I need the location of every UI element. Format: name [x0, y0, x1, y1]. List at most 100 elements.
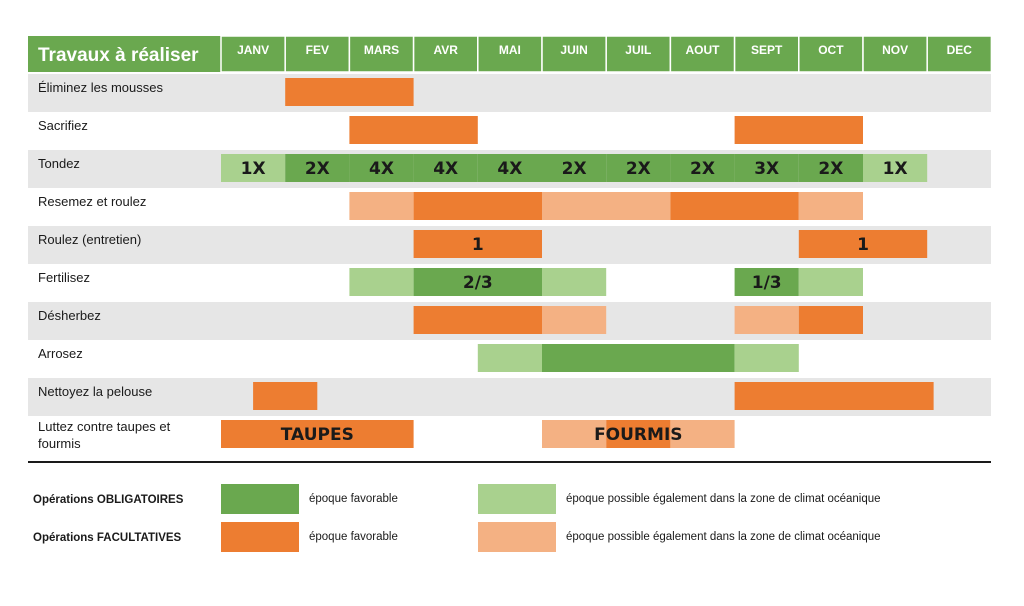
- task-row-label: Fertilisez: [38, 270, 90, 285]
- legend-swatch-favorable: [221, 522, 299, 552]
- month-header-label: FEV: [306, 43, 329, 57]
- legend-possible-label: époque possible également dans la zone d…: [566, 531, 881, 543]
- legend-swatch-favorable: [221, 484, 299, 514]
- period-bar-facultative-favorable: [734, 116, 863, 144]
- month-header-label: SEPT: [751, 43, 783, 57]
- period-bar-facultative-favorable: [734, 382, 934, 410]
- legend-group: Opérations FACULTATIVES époque favorable é…: [33, 522, 881, 552]
- period-bar-facultative-possible: [542, 192, 671, 220]
- period-bar-facultative-favorable: [413, 230, 542, 258]
- task-rows: Éliminez les mousses Sacrifiez Tondez 1X 2X 4…: [28, 74, 991, 454]
- period-bar-facultative-possible: [670, 420, 735, 448]
- period-bar-label: 2/3: [463, 273, 493, 293]
- task-row: Roulez (entretien) 1 1: [28, 226, 991, 264]
- task-row-label: Roulez (entretien): [38, 232, 141, 247]
- task-row-label: Luttez contre taupes et: [38, 419, 171, 434]
- month-header-label: MARS: [364, 43, 399, 57]
- period-bar-label: 4X: [369, 159, 394, 179]
- period-bar-facultative-favorable: [798, 230, 928, 258]
- period-bar-facultative-favorable: [413, 192, 542, 220]
- task-row: Arrosez: [28, 340, 991, 378]
- legend-group-label: Opérations OBLIGATOIRES: [33, 494, 184, 506]
- period-bar-obligatoire-favorable: [606, 154, 671, 182]
- period-bar-label: 3X: [754, 159, 779, 179]
- task-row-label: Arrosez: [38, 346, 83, 361]
- month-header-label: JUIL: [625, 43, 651, 57]
- task-row-label: Sacrifiez: [38, 118, 88, 133]
- period-bar-obligatoire-possible: [349, 268, 414, 296]
- task-row-background: [28, 416, 991, 454]
- task-row: Fertilisez 2/3 1/3: [28, 264, 991, 302]
- period-bar-label: 4X: [497, 159, 522, 179]
- legend-group-label: Opérations FACULTATIVES: [33, 532, 182, 544]
- month-header-label: NOV: [882, 43, 908, 57]
- period-bar-facultative-favorable: [606, 420, 671, 448]
- month-header-label: JANV: [237, 43, 269, 57]
- task-row-label: Éliminez les mousses: [38, 80, 163, 95]
- period-bar-facultative-favorable: [221, 420, 414, 448]
- task-row-label: Désherbez: [38, 308, 101, 323]
- legend: Opérations OBLIGATOIRES époque favorable é…: [33, 484, 881, 552]
- period-bar-obligatoire-favorable: [413, 268, 542, 296]
- month-header-label: DEC: [947, 43, 973, 57]
- period-bar-facultative-favorable: [670, 192, 799, 220]
- period-bar-label: 2X: [305, 159, 330, 179]
- period-bar-facultative-favorable: [798, 306, 863, 334]
- period-bar-facultative-possible: [734, 306, 799, 334]
- header: Travaux à réaliser JANV FEV MARS AVR MAI JUIN…: [28, 35, 993, 73]
- period-bar-label: FOURMIS: [594, 425, 682, 445]
- task-row: Tondez 1X 2X 4X 4X 4X 2X 2X 2X 3X 2X 1X: [28, 150, 991, 188]
- period-bar-label: 2X: [690, 159, 715, 179]
- legend-swatch-possible: [478, 484, 556, 514]
- period-bar-obligatoire-favorable: [542, 344, 735, 372]
- period-bar-label: 1X: [883, 159, 908, 179]
- month-header-cell-mai: [477, 35, 543, 73]
- period-bar-label: 2X: [562, 159, 587, 179]
- task-row-label: Tondez: [38, 156, 80, 171]
- month-header-cell-avr: [412, 35, 479, 73]
- period-bar-label: 4X: [433, 159, 458, 179]
- month-header-cell-nov: [862, 35, 928, 73]
- period-bar-label: 2X: [818, 159, 843, 179]
- month-header-label: MAI: [499, 43, 521, 57]
- task-row: Sacrifiez: [28, 112, 991, 150]
- period-bar-label: TAUPES: [281, 425, 354, 445]
- task-row: Luttez contre taupes et fourmis TAUPES FOUR…: [28, 416, 991, 454]
- legend-favorable-label: époque favorable: [309, 493, 398, 505]
- task-row: Resemez et roulez: [28, 188, 991, 226]
- task-row-background: [28, 74, 991, 112]
- header-title-background: [28, 36, 221, 72]
- period-bar-facultative-possible: [542, 420, 607, 448]
- period-bar-label: 1/3: [752, 273, 782, 293]
- month-header-label: AOUT: [686, 43, 721, 57]
- period-bar-label: 2X: [626, 159, 651, 179]
- period-bar-obligatoire-possible: [221, 154, 286, 182]
- period-bar-label: 1X: [241, 159, 266, 179]
- task-row-label: Resemez et roulez: [38, 194, 146, 209]
- period-bar-obligatoire-favorable: [413, 154, 478, 182]
- legend-possible-label: époque possible également dans la zone d…: [566, 493, 881, 505]
- period-bar-obligatoire-favorable: [798, 154, 863, 182]
- task-row: Nettoyez la pelouse: [28, 378, 991, 416]
- month-header-cell-dec: [926, 35, 993, 73]
- task-row: Désherbez: [28, 302, 991, 340]
- month-header-cell-sept: [733, 35, 800, 73]
- period-bar-facultative-possible: [542, 306, 607, 334]
- period-bar-obligatoire-favorable: [542, 154, 607, 182]
- period-bar-obligatoire-possible: [477, 344, 542, 372]
- month-header-cell-juin: [541, 35, 607, 73]
- period-bar-obligatoire-favorable: [670, 154, 735, 182]
- month-header-cell-oct: [798, 35, 864, 73]
- period-bar-obligatoire-possible: [542, 268, 607, 296]
- month-header-label: JUIN: [560, 43, 587, 57]
- period-bar-obligatoire-possible: [863, 154, 928, 182]
- period-bar-label: 1: [472, 235, 484, 255]
- period-bar-facultative-favorable: [285, 78, 414, 106]
- task-row: Éliminez les mousses: [28, 74, 991, 112]
- chart-title: Travaux à réaliser: [38, 45, 199, 66]
- legend-swatch-possible: [478, 522, 556, 552]
- period-bar-facultative-favorable: [349, 116, 478, 144]
- legend-favorable-label: époque favorable: [309, 531, 398, 543]
- period-bar-obligatoire-possible: [798, 268, 863, 296]
